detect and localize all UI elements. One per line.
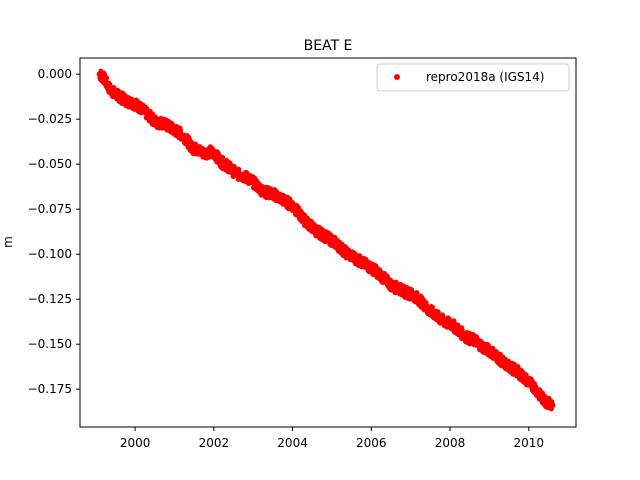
y-tick-label: −0.025 (28, 112, 72, 126)
y-tick-label: −0.175 (28, 382, 72, 396)
daily-point (393, 279, 399, 285)
daily-point (549, 403, 555, 409)
y-tick-label: −0.100 (28, 247, 72, 261)
y-tick-label: −0.050 (28, 157, 72, 171)
daily-point (429, 304, 436, 310)
x-tick-label: 2000 (120, 436, 151, 450)
chart-title: BEAT E (304, 38, 353, 54)
axes-frame (79, 57, 577, 428)
y-tick-label: −0.075 (28, 202, 72, 216)
x-tick-label: 2010 (513, 436, 544, 450)
daily-point (549, 399, 555, 405)
legend: repro2018a (IGS14) (376, 63, 570, 92)
daily-point (219, 154, 226, 161)
daily-point (103, 75, 110, 81)
y-axis-label: m (1, 236, 15, 248)
daily-point (236, 166, 242, 172)
y-tick-label: 0.000 (38, 67, 72, 81)
legend-label: repro2018a (IGS14) (426, 70, 544, 84)
x-tick-label: 2008 (435, 436, 466, 450)
x-tick-label: 2004 (277, 436, 308, 450)
y-axis: 0.000 −0.025 −0.050 −0.075 −0.100 −0.125 −0.15… (28, 67, 80, 396)
legend-box (376, 63, 570, 92)
series-layer (96, 68, 556, 412)
x-axis: 2000 2002 2004 2006 2008 2010 (120, 427, 544, 450)
x-tick-label: 2002 (199, 436, 230, 450)
y-tick-label: −0.125 (28, 292, 72, 306)
daily-point (435, 309, 441, 315)
daily-points-cloud (97, 68, 555, 412)
daily-point (451, 318, 457, 324)
y-tick-label: −0.150 (28, 337, 72, 351)
x-tick-label: 2006 (356, 436, 387, 450)
legend-marker (394, 74, 400, 80)
